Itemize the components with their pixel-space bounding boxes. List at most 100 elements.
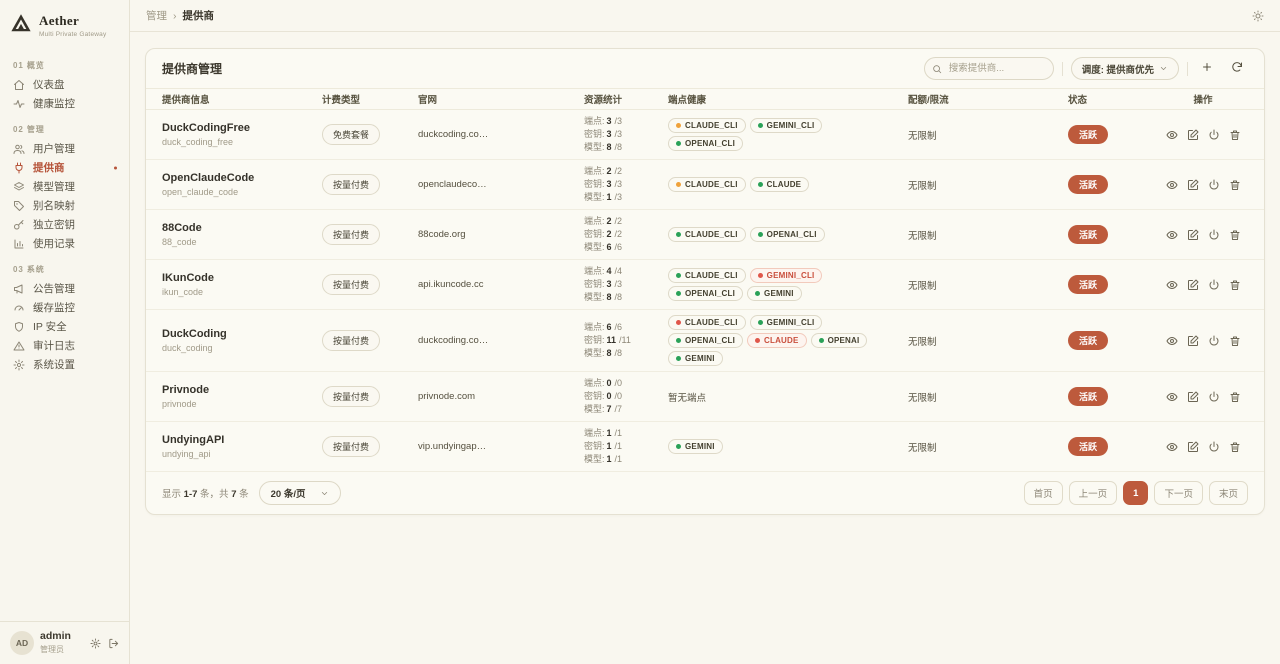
provider-name: 88Code — [162, 222, 202, 234]
health-badge: GEMINI — [668, 351, 723, 366]
stat-line: 模型: 1/3 — [584, 192, 623, 202]
main-area: 管理 › 提供商 提供商管理 调度: 提供商优先 — [130, 0, 1280, 664]
sidebar-item-tag[interactable]: 别名映射 — [0, 196, 129, 215]
edit-icon[interactable] — [1187, 441, 1199, 453]
sidebar-item-gauge[interactable]: 缓存监控 — [0, 298, 129, 317]
website-link[interactable]: duckcoding.co… — [418, 129, 489, 140]
sun-icon[interactable] — [1252, 10, 1264, 22]
delete-icon[interactable] — [1229, 335, 1241, 347]
edit-icon[interactable] — [1187, 229, 1199, 241]
edit-icon[interactable] — [1187, 129, 1199, 141]
website-link[interactable]: 88code.org — [418, 229, 466, 240]
page-size-select[interactable]: 20 条/页 — [258, 481, 341, 505]
status-badge: 活跃 — [1068, 175, 1109, 194]
endpoint-health: CLAUDE_CLI GEMINI_CLI OPENAI_CLI — [668, 118, 908, 151]
status-dot-green — [755, 291, 761, 296]
refresh-button[interactable] — [1226, 58, 1248, 80]
website-link[interactable]: openclaudeco… — [418, 179, 487, 190]
pagination: 首页 上一页 1 下一页 末页 — [1023, 481, 1248, 505]
view-icon[interactable] — [1166, 279, 1178, 291]
provider-cell: 88Code 88_code — [162, 222, 322, 247]
delete-icon[interactable] — [1229, 441, 1241, 453]
view-icon[interactable] — [1166, 229, 1178, 241]
sidebar-item-megaphone[interactable]: 公告管理 — [0, 279, 129, 298]
sidebar-item-activity[interactable]: 健康监控 — [0, 94, 129, 113]
billing-cell: 按量付费 — [322, 224, 418, 245]
sidebar-item-plug[interactable]: 提供商 — [0, 158, 129, 177]
pagination-last[interactable]: 末页 — [1208, 481, 1248, 505]
delete-icon[interactable] — [1229, 279, 1241, 291]
view-icon[interactable] — [1166, 441, 1178, 453]
view-icon[interactable] — [1166, 179, 1178, 191]
sidebar-item-home[interactable]: 仪表盘 — [0, 75, 129, 94]
activity-icon — [13, 98, 25, 110]
delete-icon[interactable] — [1229, 229, 1241, 241]
stat-line: 端点: 6/6 — [584, 322, 623, 332]
provider-code: undying_api — [162, 449, 211, 459]
toggle-icon[interactable] — [1208, 391, 1220, 403]
pagination-next[interactable]: 下一页 — [1154, 481, 1203, 505]
pagination-prev[interactable]: 上一页 — [1068, 481, 1118, 505]
breadcrumb-section[interactable]: 管理 — [146, 10, 167, 22]
quota-cell: 无限制 — [908, 280, 937, 292]
website-link[interactable]: vip.undyingap… — [418, 441, 487, 452]
health-badge: CLAUDE — [749, 177, 810, 192]
billing-badge: 按量付费 — [322, 224, 381, 245]
toggle-icon[interactable] — [1208, 179, 1220, 191]
status-cell: 活跃 — [1068, 125, 1158, 144]
toggle-icon[interactable] — [1208, 129, 1220, 141]
website-link[interactable]: duckcoding.co… — [418, 335, 489, 346]
toggle-icon[interactable] — [1208, 335, 1220, 347]
edit-icon[interactable] — [1187, 335, 1199, 347]
edit-icon[interactable] — [1187, 179, 1199, 191]
provider-cell: IKunCode ikun_code — [162, 272, 322, 297]
provider-code: privnode — [162, 399, 197, 409]
provider-cell: UndyingAPI undying_api — [162, 434, 322, 459]
edit-icon[interactable] — [1187, 391, 1199, 403]
logout-icon[interactable] — [108, 638, 119, 649]
sidebar-item-key[interactable]: 独立密钥 — [0, 215, 129, 234]
delete-icon[interactable] — [1229, 179, 1241, 191]
stat-line: 模型: 8/8 — [584, 142, 623, 152]
schedule-dropdown[interactable]: 调度: 提供商优先 — [1070, 57, 1179, 80]
toggle-icon[interactable] — [1208, 229, 1220, 241]
user-role: 管理员 — [40, 645, 64, 654]
divider — [1187, 61, 1188, 76]
sidebar-item-chart[interactable]: 使用记录 — [0, 234, 129, 253]
provider-code: ikun_code — [162, 287, 204, 297]
status-dot-amber — [676, 123, 681, 128]
status-cell: 活跃 — [1068, 437, 1158, 456]
sidebar-sections: 01 概览 仪表盘 健康监控 02 管理 用户管理 提供商 模型管理 别名映射 独立密钥 使用记录… — [0, 49, 129, 621]
provider-name: OpenClaudeCode — [162, 172, 255, 184]
status-badge: 活跃 — [1068, 331, 1109, 350]
status-dot-red — [755, 338, 761, 343]
add-provider-button[interactable] — [1196, 58, 1218, 80]
website-link[interactable]: privnode.com — [418, 391, 476, 402]
pagination-page-1[interactable]: 1 — [1123, 481, 1149, 505]
delete-icon[interactable] — [1229, 391, 1241, 403]
toggle-icon[interactable] — [1208, 279, 1220, 291]
edit-icon[interactable] — [1187, 279, 1199, 291]
column-header: 资源统计 — [584, 95, 623, 106]
view-icon[interactable] — [1166, 335, 1178, 347]
health-badge-label: OPENAI_CLI — [685, 336, 736, 345]
website-link[interactable]: api.ikuncode.cc — [418, 279, 484, 290]
sidebar-item-shield[interactable]: IP 安全 — [0, 317, 129, 336]
view-icon[interactable] — [1166, 391, 1178, 403]
toggle-icon[interactable] — [1208, 441, 1220, 453]
gear-icon[interactable] — [90, 637, 101, 649]
search-input[interactable] — [923, 57, 1054, 80]
health-badge: OPENAI_CLI — [668, 333, 744, 348]
quota-cell: 无限制 — [908, 130, 937, 142]
sidebar-item-users[interactable]: 用户管理 — [0, 139, 129, 158]
quota-cell: 无限制 — [908, 180, 937, 192]
sidebar-item-layers[interactable]: 模型管理 — [0, 177, 129, 196]
divider — [1061, 61, 1063, 76]
endpoint-health: CLAUDE_CLI OPENAI_CLI — [668, 227, 908, 242]
sidebar-item-gear[interactable]: 系统设置 — [0, 355, 129, 374]
delete-icon[interactable] — [1229, 129, 1241, 141]
provider-code: duck_coding — [162, 343, 213, 353]
sidebar-item-alert[interactable]: 审计日志 — [0, 336, 129, 355]
pagination-first[interactable]: 首页 — [1023, 481, 1063, 505]
view-icon[interactable] — [1166, 129, 1178, 141]
